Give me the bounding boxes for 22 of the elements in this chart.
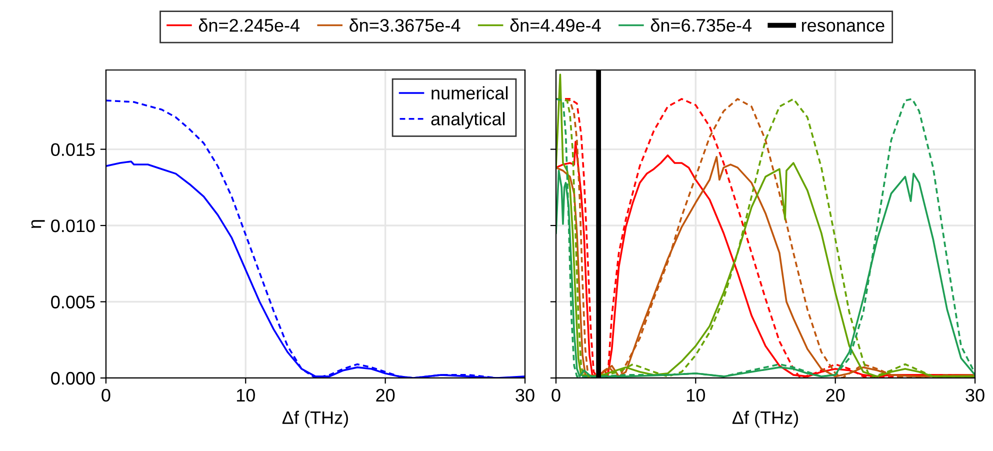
y-tick-label: 0.000	[51, 372, 95, 385]
x-tick-label: 10	[687, 388, 705, 402]
y-axis-title: η	[31, 220, 45, 228]
x-tick-label: 20	[826, 388, 845, 402]
legend-label: δn=3.3675e-4	[350, 18, 460, 32]
y-tick-label: 0.010	[51, 219, 95, 232]
legend-label: resonance	[802, 22, 884, 32]
x-tick-label: 30	[516, 388, 534, 402]
legend-label: δn=6.735e-4	[650, 18, 752, 32]
x-axis-title: Δf (THz)	[732, 410, 798, 428]
legend-label: δn=4.49e-4	[510, 18, 601, 32]
legend-label: numerical	[432, 86, 508, 100]
y-tick-label: 0.005	[51, 296, 95, 308]
y-tick-label: 0.015	[51, 143, 95, 156]
x-tick-label: 0	[102, 388, 110, 402]
legend-label: analytical	[431, 112, 505, 129]
legend-label: δn=2.245e-4	[198, 18, 300, 32]
x-tick-label: 30	[966, 388, 984, 402]
x-tick-label: 0	[552, 388, 560, 402]
x-tick-label: 20	[376, 388, 395, 402]
x-tick-label: 10	[236, 388, 255, 402]
x-axis-title: Δf (THz)	[282, 410, 348, 428]
